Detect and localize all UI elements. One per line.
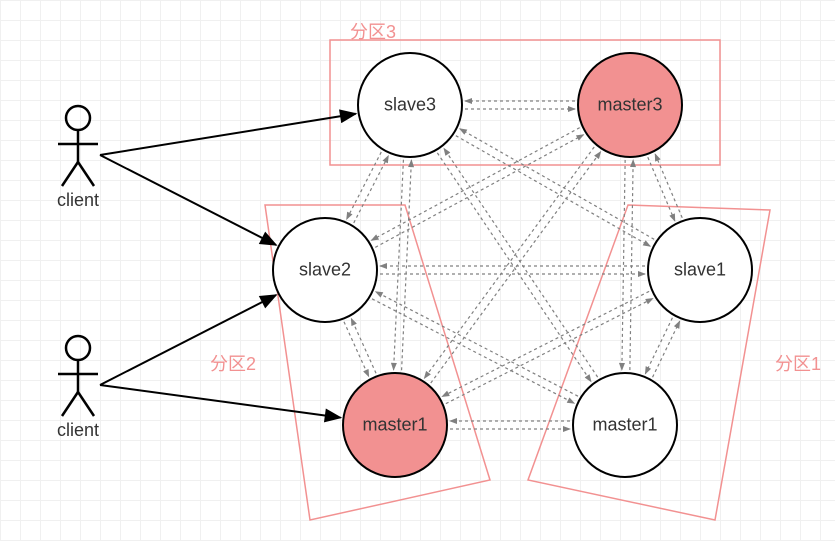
node-slave1 <box>648 218 752 322</box>
node-master1a <box>343 373 447 477</box>
client-label-client1: client <box>57 190 99 211</box>
client-edge-client2-master1a <box>100 385 340 418</box>
node-master3 <box>578 53 682 157</box>
client-actor-client2 <box>58 336 98 416</box>
node-slave3 <box>358 53 462 157</box>
edge-master3-slave1 <box>648 157 675 221</box>
partition-label-p1: 分区1 <box>775 350 821 376</box>
partition-label-p3: 分区3 <box>350 18 396 44</box>
node-slave2 <box>273 218 377 322</box>
edge-slave3-slave2 <box>347 152 382 219</box>
edge-slave2-slave3 <box>354 156 389 223</box>
edge-slave1-master3 <box>655 154 682 218</box>
node-master1b <box>573 373 677 477</box>
edge-master1a-slave3 <box>402 160 412 370</box>
edge-slave3-master1b <box>437 153 591 382</box>
edge-master3-master1a <box>424 147 594 378</box>
edge-slave3-master1a <box>394 160 404 370</box>
client-actor-client1 <box>58 106 98 186</box>
client-edge-client1-slave2 <box>100 155 276 245</box>
edge-master1b-master3 <box>630 160 633 370</box>
edge-master3-master1b <box>622 160 625 370</box>
partition-label-p2: 分区2 <box>210 350 256 376</box>
client-label-client2: client <box>57 420 99 441</box>
client-edge-client1-slave3 <box>100 114 356 155</box>
edge-master1b-slave3 <box>444 148 598 377</box>
